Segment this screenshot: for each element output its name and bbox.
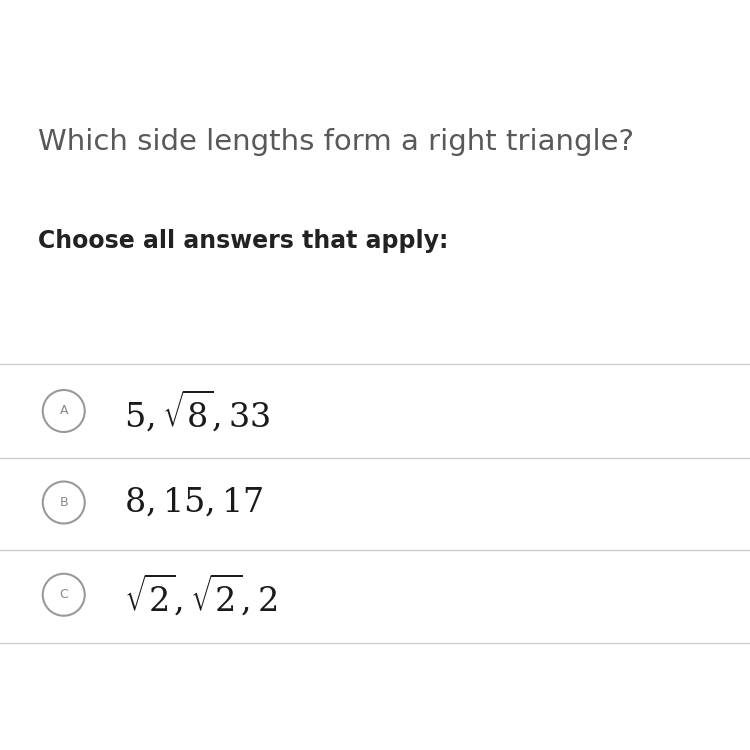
Text: Which side lengths form a right triangle?: Which side lengths form a right triangle… (38, 128, 634, 155)
Text: $\sqrt{2}, \sqrt{2}, 2$: $\sqrt{2}, \sqrt{2}, 2$ (124, 572, 277, 617)
Text: B: B (59, 496, 68, 509)
Text: C: C (59, 588, 68, 602)
Text: $8, 15, 17$: $8, 15, 17$ (124, 486, 263, 519)
Text: Choose all answers that apply:: Choose all answers that apply: (38, 229, 448, 253)
Text: A: A (59, 404, 68, 418)
Text: $5, \sqrt{8}, 33$: $5, \sqrt{8}, 33$ (124, 388, 271, 433)
